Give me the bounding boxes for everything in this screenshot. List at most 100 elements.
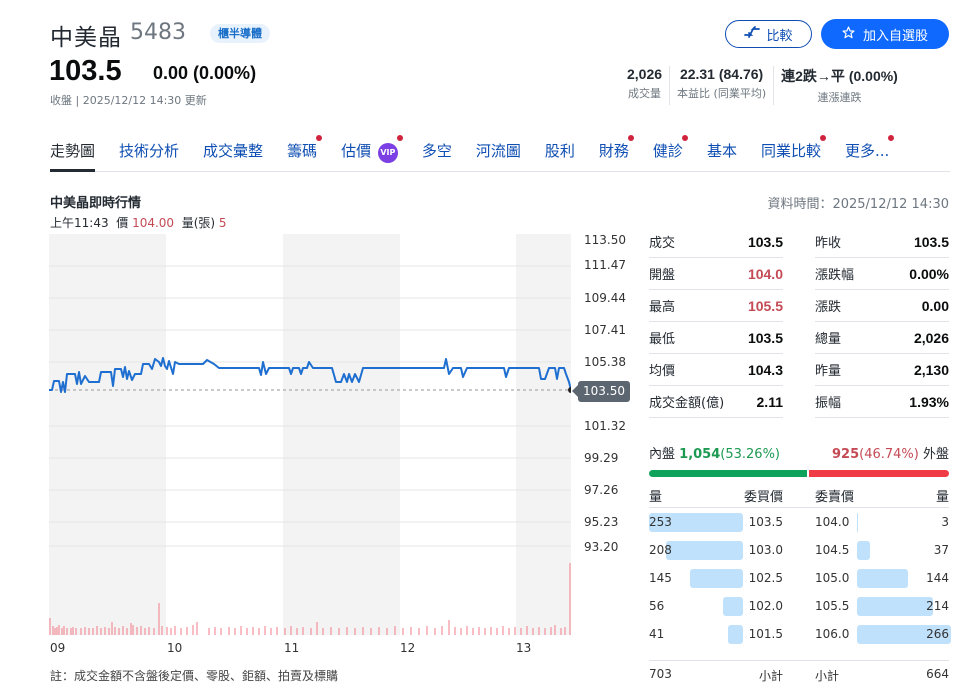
x-tick: 13 (516, 641, 532, 655)
inner-outer-volume: 內盤 1,054(53.26%) 925(46.74%) 外盤 (649, 443, 949, 477)
intraday-chart[interactable] (49, 234, 571, 635)
compare-button[interactable]: 比較 (725, 20, 812, 48)
price-line-svg (49, 265, 571, 635)
stock-name: 中美晶 (50, 25, 122, 51)
chart-stripe (283, 234, 400, 635)
add-watchlist-button[interactable]: 加入自選股 (821, 19, 949, 49)
quote-value: 103.5 (913, 233, 949, 250)
y-tick: 105.38 (584, 355, 626, 369)
outer-volume: 925 (831, 447, 860, 462)
watchlist-label: 加入自選股 (862, 28, 928, 44)
tab-financials[interactable]: 財務 (599, 135, 634, 172)
orderbook-row: 41 101.5 106.0 266 (649, 620, 951, 648)
orderbook: 253 103.5 104.0 3 208 103.0 104.5 37 145 102.… (649, 507, 951, 648)
price-change: 0.00 (0.00%) (153, 63, 257, 83)
footnote: 註：成交金額不含盤後定價、零股、鉅額、拍賣及標購 (50, 669, 339, 683)
ask-bar (857, 597, 933, 616)
bid-bar (690, 569, 743, 588)
orderbook-row: 145 102.5 105.0 144 (649, 564, 949, 592)
star-icon (842, 25, 855, 43)
vip-badge: VIP (377, 143, 398, 163)
notification-dot (627, 135, 634, 141)
ask-bar (857, 569, 908, 588)
quote-row: 最高 105.5 漲跌 0.00 (649, 290, 949, 322)
quote-row: 開盤 104.0 漲跌幅 0.00% (649, 258, 949, 290)
quote-value: 103.5 (747, 233, 783, 250)
tab-more[interactable]: 更多... (845, 135, 895, 172)
notification-dot (888, 135, 895, 141)
bid-total: 703 (649, 667, 672, 681)
y-tick: 93.20 (584, 540, 619, 554)
chart-stripe (516, 234, 571, 635)
bid-bar (728, 625, 743, 644)
tab-long-short[interactable]: 多空 (421, 142, 452, 160)
bid-bar (649, 513, 743, 532)
x-tick: 12 (400, 641, 416, 655)
close-info: 收盤 | 2025/12/12 14:30 更新 (50, 94, 207, 107)
tab-peer-comparison[interactable]: 同業比較 (761, 135, 826, 172)
notification-dot (819, 135, 826, 141)
y-tick: 97.26 (584, 483, 619, 497)
industry-tag[interactable]: 櫃半導體 (210, 24, 270, 43)
tab-trend-chart[interactable]: 走勢圖 (50, 140, 96, 172)
ask-total: 664 (926, 667, 949, 681)
key-stats: 2,026 成交量 22.31 (84.76) 本益比 (同業平均) 連2跌→平… (620, 66, 905, 105)
orderbook-row: 56 102.0 105.5 214 (649, 592, 949, 620)
bid-bar (723, 597, 743, 616)
tab-river-chart[interactable]: 河流圖 (475, 142, 521, 160)
ask-bar (857, 541, 870, 560)
inner-volume: 1,054 (679, 447, 721, 462)
bid-bar (666, 541, 743, 560)
inner-bar (649, 470, 807, 477)
y-tick: 99.29 (584, 451, 619, 465)
y-tick: 113.50 (584, 233, 626, 247)
tab-basic[interactable]: 基本 (706, 142, 737, 160)
notification-dot (316, 135, 323, 141)
inner-outer-bar (649, 470, 949, 477)
quote-value: 104.0 (747, 265, 783, 282)
notification-dot (681, 135, 688, 141)
x-tick: 09 (50, 641, 66, 655)
tab-chips[interactable]: 籌碼 (287, 135, 323, 172)
quote-row: 均價 104.3 昨量 2,130 (649, 354, 949, 386)
x-tick: 10 (167, 641, 183, 655)
stat-streak: 連2跌→平 (0.00%) 連漲連跌 (773, 66, 905, 105)
quote-value: 2.11 (756, 393, 783, 410)
quote-value: 2,026 (913, 329, 949, 346)
quote-value: 104.3 (747, 361, 783, 378)
current-price-tag: 103.50 (572, 381, 630, 402)
quote-value: 0.00 (921, 297, 949, 314)
tab-trade-summary[interactable]: 成交彙整 (203, 142, 264, 160)
compare-label: 比較 (766, 28, 793, 44)
quote-value: 105.5 (747, 297, 783, 314)
orderbook-row: 253 103.5 104.0 3 (649, 508, 949, 536)
quote-value: 0.00% (909, 265, 949, 282)
current-price: 103.5 (49, 55, 122, 87)
outer-bar (809, 470, 949, 477)
tab-bar: 走勢圖 技術分析 成交彙整 籌碼 估價 VIP 多空 河流圖 股利 財務 健診 … (50, 135, 950, 172)
y-tick: 107.41 (584, 323, 626, 337)
orderbook-header: 量委買價 委賣價量 (649, 490, 949, 505)
stat-pe-ratio: 22.31 (84.76) 本益比 (同業平均) (669, 66, 773, 105)
tab-technical-analysis[interactable]: 技術分析 (119, 142, 180, 160)
x-tick: 11 (284, 641, 300, 655)
section-title: 中美晶即時行情 (50, 196, 142, 211)
stock-code: 5483 (130, 20, 186, 45)
tab-dividend[interactable]: 股利 (544, 142, 575, 160)
orderbook-subtotal: 703 小計 小計 664 (649, 660, 949, 684)
quote-row: 最低 103.5 總量 2,026 (649, 322, 949, 354)
quote-value: 103.5 (747, 329, 783, 346)
quote-value: 2,130 (913, 361, 949, 378)
orderbook-row: 208 103.0 104.5 37 (649, 536, 949, 564)
tab-valuation[interactable]: 估價 VIP (341, 135, 403, 172)
y-tick: 101.32 (584, 419, 626, 433)
chart-stripe (49, 234, 166, 635)
compare-arrows-icon (744, 25, 761, 43)
quote-table: 成交 103.5 昨收 103.5 開盤 104.0 漲跌幅 0.00% 最高 105.5… (649, 226, 949, 418)
quote-row: 成交 103.5 昨收 103.5 (649, 226, 949, 258)
hover-info: 上午11:43 價 104.00 量(張) 5 (50, 216, 227, 230)
tab-health-check[interactable]: 健診 (653, 135, 688, 172)
data-time: 資料時間：2025/12/12 14:30 (767, 197, 949, 212)
notification-dot (396, 135, 403, 141)
stat-volume: 2,026 成交量 (627, 66, 663, 100)
